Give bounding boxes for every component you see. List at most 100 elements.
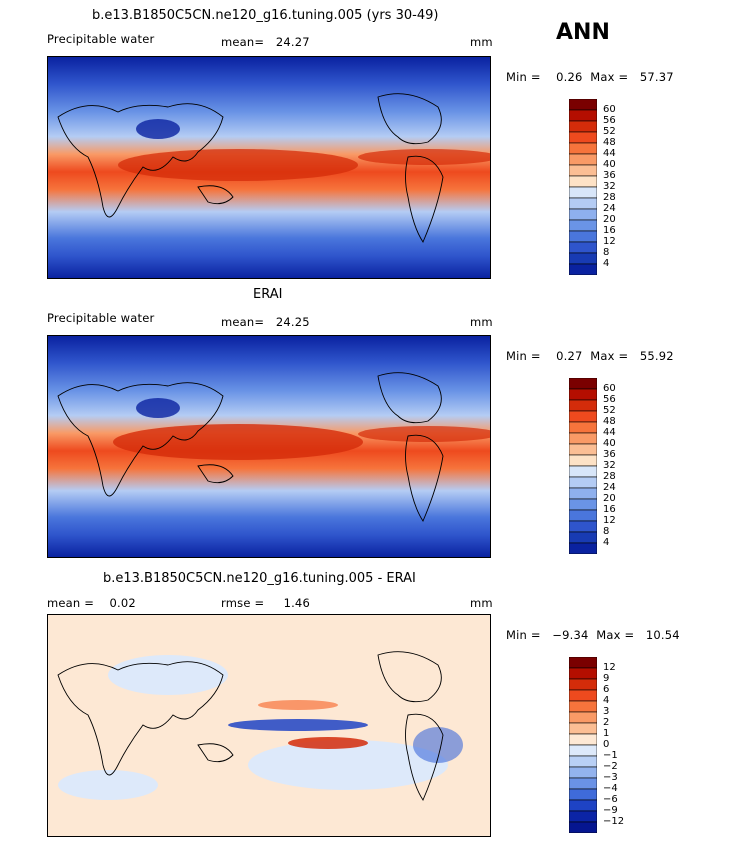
panel-3-minmax: Min = −9.34 Max = 10.54 — [506, 628, 680, 642]
colorbar-tick-label: 52 — [603, 405, 616, 416]
panel-3-map — [47, 614, 491, 837]
colorbar-tick-label: 3 — [603, 706, 610, 717]
panel-3-units: mm — [470, 596, 493, 610]
colorbar-swatch — [569, 498, 597, 511]
colorbar-tick-label: 48 — [603, 416, 616, 427]
colorbar-swatch — [569, 454, 597, 467]
colorbar-swatch — [569, 799, 597, 812]
colorbar-swatch — [569, 230, 597, 243]
colorbar-swatch — [569, 722, 597, 735]
colorbar-tick-label: 56 — [603, 394, 616, 405]
colorbar-tick-label: 36 — [603, 449, 616, 460]
colorbar-swatch — [569, 657, 597, 669]
colorbar-swatch — [569, 788, 597, 801]
panel-1-title: b.e13.B1850C5CN.ne120_g16.tuning.005 (yr… — [92, 8, 439, 23]
colorbar-tick-label: 12 — [603, 662, 616, 673]
colorbar-swatch — [569, 476, 597, 489]
colorbar-tick-label: 20 — [603, 493, 616, 504]
colorbar-tick-label: 1 — [603, 728, 610, 739]
panel-1-mean: mean= 24.27 — [221, 35, 310, 49]
colorbar-tick-label: 4 — [603, 537, 610, 548]
colorbar-swatch — [569, 164, 597, 177]
colorbar-swatch — [569, 153, 597, 166]
colorbar-tick-label: 4 — [603, 258, 610, 269]
colorbar-swatch — [569, 443, 597, 456]
colorbar-tick-label: 44 — [603, 148, 616, 159]
panel-2-mean: mean= 24.25 — [221, 315, 310, 329]
colorbar-tick-label: −3 — [603, 772, 618, 783]
colorbar-swatch — [569, 487, 597, 500]
panel-3-map-svg — [48, 615, 490, 836]
colorbar-tick-label: 32 — [603, 460, 616, 471]
colorbar-swatch — [569, 520, 597, 533]
panel-3-coastlines — [57, 651, 444, 801]
colorbar-tick-label: 28 — [603, 192, 616, 203]
colorbar-swatch — [569, 711, 597, 724]
colorbar-swatch — [569, 109, 597, 122]
colorbar-swatch — [569, 142, 597, 155]
colorbar-tick-label: −12 — [603, 816, 625, 827]
colorbar-swatch — [569, 120, 597, 133]
colorbar-tick-label: 56 — [603, 115, 616, 126]
colorbar-tick-label: −4 — [603, 783, 618, 794]
panel-3-colorbar — [569, 657, 597, 833]
colorbar-tick-label: −1 — [603, 750, 618, 761]
panel-3-title: b.e13.B1850C5CN.ne120_g16.tuning.005 - E… — [103, 571, 416, 586]
colorbar-swatch — [569, 378, 597, 390]
colorbar-swatch — [569, 777, 597, 790]
colorbar-swatch — [569, 399, 597, 412]
colorbar-swatch — [569, 810, 597, 823]
panel-2-minmax: Min = 0.27 Max = 55.92 — [506, 349, 674, 363]
panel-1-map — [47, 56, 491, 279]
colorbar-swatch — [569, 388, 597, 401]
colorbar-swatch — [569, 99, 597, 111]
colorbar-tick-label: 60 — [603, 383, 616, 394]
panel-2-coastlines — [57, 372, 444, 522]
colorbar-tick-label: 8 — [603, 526, 610, 537]
colorbar-swatch — [569, 689, 597, 702]
colorbar-tick-label: 2 — [603, 717, 610, 728]
colorbar-swatch — [569, 241, 597, 254]
colorbar-tick-label: 8 — [603, 247, 610, 258]
colorbar-swatch — [569, 432, 597, 445]
colorbar-tick-label: 9 — [603, 673, 610, 684]
colorbar-tick-label: 20 — [603, 214, 616, 225]
colorbar-tick-label: 0 — [603, 739, 610, 750]
panel-2-variable-label: Precipitable water — [47, 311, 155, 325]
colorbar-tick-label: 36 — [603, 170, 616, 181]
panel-2-title: ERAI — [253, 287, 283, 302]
colorbar-tick-label: 40 — [603, 159, 616, 170]
colorbar-swatch — [569, 678, 597, 691]
colorbar-swatch — [569, 531, 597, 544]
colorbar-swatch — [569, 821, 597, 833]
panel-1-colorbar — [569, 99, 597, 275]
colorbar-swatch — [569, 252, 597, 265]
season-label: ANN — [556, 20, 610, 45]
colorbar-tick-label: 28 — [603, 471, 616, 482]
colorbar-tick-label: 32 — [603, 181, 616, 192]
panel-3-rmse: rmse = 1.46 — [221, 596, 310, 610]
colorbar-swatch — [569, 766, 597, 779]
colorbar-swatch — [569, 700, 597, 713]
colorbar-tick-label: 12 — [603, 236, 616, 247]
colorbar-swatch — [569, 175, 597, 188]
colorbar-swatch — [569, 509, 597, 522]
colorbar-swatch — [569, 186, 597, 199]
panel-2-map — [47, 335, 491, 558]
colorbar-tick-label: −9 — [603, 805, 618, 816]
panel-1-coastlines — [57, 93, 444, 243]
colorbar-tick-label: 52 — [603, 126, 616, 137]
colorbar-tick-label: 16 — [603, 225, 616, 236]
colorbar-tick-label: −6 — [603, 794, 618, 805]
panel-3-mean: mean = 0.02 — [47, 596, 136, 610]
colorbar-swatch — [569, 465, 597, 478]
colorbar-tick-label: 16 — [603, 504, 616, 515]
colorbar-tick-label: 60 — [603, 104, 616, 115]
panel-2-colorbar — [569, 378, 597, 554]
colorbar-swatch — [569, 744, 597, 757]
panel-1-variable-label: Precipitable water — [47, 32, 155, 46]
colorbar-swatch — [569, 410, 597, 423]
colorbar-tick-label: 40 — [603, 438, 616, 449]
colorbar-swatch — [569, 131, 597, 144]
panel-1-minmax: Min = 0.26 Max = 57.37 — [506, 70, 674, 84]
